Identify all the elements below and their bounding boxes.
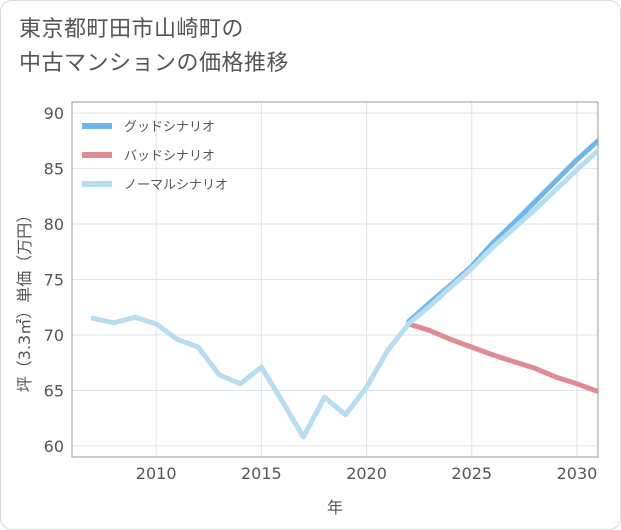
grid-lines — [72, 102, 598, 457]
chart-title: 東京都町田市山崎町の 中古マンションの価格推移 — [19, 13, 289, 81]
x-tick-label: 2020 — [346, 464, 387, 483]
series-layer — [90, 138, 598, 440]
chart-title-line-1: 東京都町田市山崎町の — [19, 17, 245, 42]
plot-frame — [71, 101, 599, 458]
x-tick-label: 2010 — [136, 464, 177, 483]
bad-scenario-line — [406, 321, 598, 394]
y-tick-label: 70 — [44, 326, 64, 345]
y-axis-label: 坪（3.3㎡）単価（万円） — [15, 207, 34, 392]
y-tick-label: 75 — [44, 271, 64, 290]
tick-labels: 2010 2015 2020 2025 2030 60 65 70 75 80 85 90 — [44, 104, 598, 483]
legend-good-scenario-label: グッドシナリオ — [124, 120, 215, 135]
legend-bad-scenario-label: バッドシナリオ — [124, 149, 215, 164]
x-tick-label: 2030 — [557, 464, 598, 483]
x-axis-label: 年 — [327, 498, 343, 517]
y-tick-label: 90 — [44, 104, 64, 123]
chart-title-line-2: 中古マンションの価格推移 — [19, 51, 290, 76]
y-tick-label: 65 — [44, 381, 64, 400]
y-tick-label: 80 — [44, 215, 64, 234]
legend-normal-scenario-label: ノーマルシナリオ — [124, 178, 228, 193]
normal-scenario-line — [90, 148, 598, 440]
good-scenario-line — [406, 138, 598, 325]
x-tick-label: 2025 — [451, 464, 492, 483]
y-tick-label: 85 — [44, 160, 64, 179]
y-tick-label: 60 — [44, 437, 64, 456]
x-tick-label: 2015 — [241, 464, 282, 483]
